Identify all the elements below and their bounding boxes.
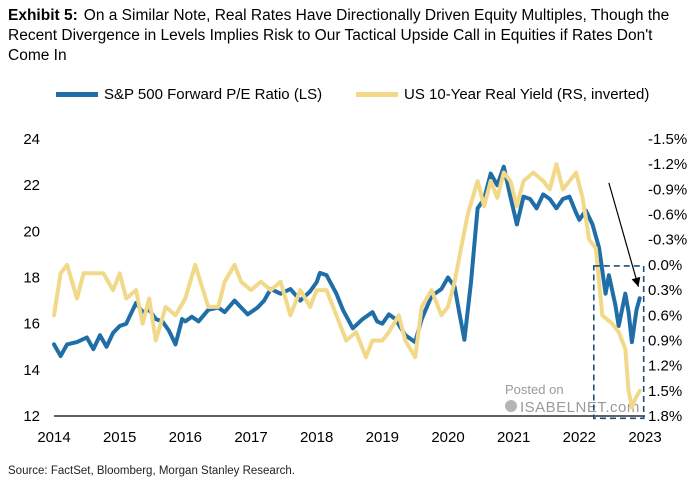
watermark-site: ISABELNET.com [520, 399, 640, 416]
x-tick-label: 2020 [431, 429, 464, 446]
series-line-pe [52, 164, 642, 358]
right-tick-label: -1.2% [648, 156, 687, 173]
right-tick-label: 1.5% [648, 383, 682, 400]
right-tick-label: 0.9% [648, 332, 682, 349]
chart-title: Exhibit 5: On a Similar Note, Real Rates … [8, 6, 692, 66]
x-tick-label: 2023 [628, 429, 661, 446]
x-tick-label: 2016 [169, 429, 202, 446]
right-tick-label: 0.0% [648, 257, 682, 274]
legend-swatch-pe [56, 92, 98, 97]
legend-swatch-yield [356, 92, 398, 97]
exhibit-label: Exhibit 5: [8, 7, 78, 24]
x-tick-label: 2021 [497, 429, 530, 446]
legend-item-yield: US 10-Year Real Yield (RS, inverted) [356, 86, 649, 103]
x-tick-label: 2017 [234, 429, 267, 446]
left-tick-label: 18 [23, 270, 40, 287]
annotation-arrow-shaft [608, 182, 640, 287]
right-tick-label: 0.6% [648, 307, 682, 324]
x-tick-label: 2015 [103, 429, 136, 446]
right-tick-label: -1.5% [648, 131, 687, 148]
legend: S&P 500 Forward P/E Ratio (LS) US 10-Yea… [0, 86, 700, 106]
right-tick-label: 1.2% [648, 358, 682, 375]
legend-label-yield: US 10-Year Real Yield (RS, inverted) [404, 86, 650, 103]
series-line-yield [52, 162, 642, 410]
left-tick-label: 24 [23, 131, 40, 148]
left-tick-label: 14 [23, 362, 40, 379]
right-tick-label: 0.3% [648, 282, 682, 299]
x-tick-label: 2019 [366, 429, 399, 446]
title-text: On a Similar Note, Real Rates Have Direc… [8, 7, 670, 64]
left-tick-label: 16 [23, 316, 40, 333]
right-tick-label: -0.3% [648, 232, 687, 249]
right-tick-label: 1.8% [648, 408, 682, 425]
watermark-logo [505, 400, 517, 412]
legend-item-pe: S&P 500 Forward P/E Ratio (LS) [56, 86, 322, 103]
watermark-posted-on: Posted on [505, 382, 564, 397]
x-tick-label: 2014 [37, 429, 70, 446]
x-tick-label: 2022 [563, 429, 596, 446]
annotation-dashed-box [592, 265, 645, 420]
x-tick-label: 2018 [300, 429, 333, 446]
legend-label-pe: S&P 500 Forward P/E Ratio (LS) [104, 86, 323, 103]
right-tick-label: -0.9% [648, 181, 687, 198]
left-tick-label: 22 [23, 177, 40, 194]
left-tick-label: 12 [23, 408, 40, 425]
right-tick-label: -0.6% [648, 207, 687, 224]
annotation-arrow-head [631, 276, 641, 287]
source-note: Source: FactSet, Bloomberg, Morgan Stanl… [8, 465, 296, 477]
left-tick-label: 20 [23, 223, 40, 240]
